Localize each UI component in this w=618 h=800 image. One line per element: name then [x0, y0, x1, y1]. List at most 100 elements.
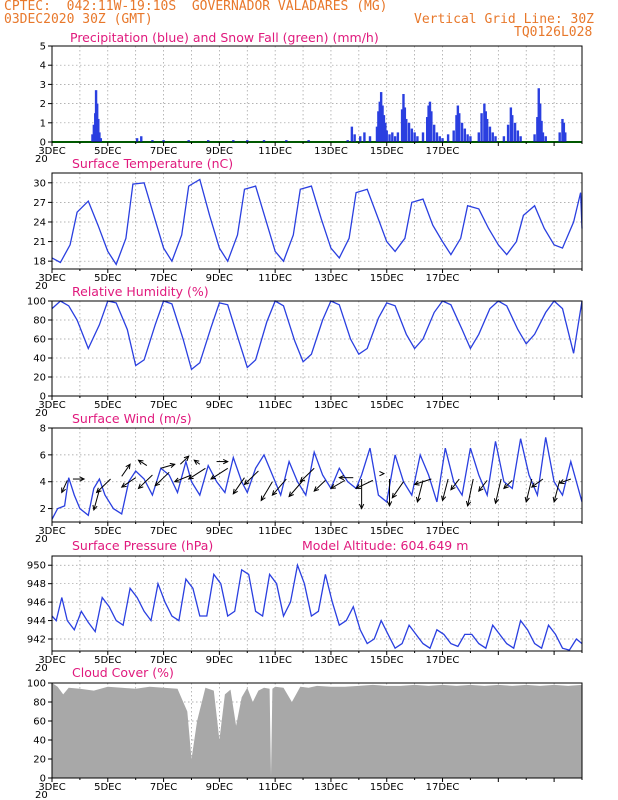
- rh-xtick-label: 15DEC: [370, 400, 404, 411]
- precip-bar: [506, 124, 510, 142]
- precip-bar: [494, 136, 497, 142]
- precip-bar: [491, 132, 494, 142]
- wind-arrow: [160, 463, 175, 469]
- precip-bar: [391, 132, 394, 142]
- wind-xtick-label: 3DEC: [38, 526, 65, 537]
- header-code: TQ0126L028: [514, 25, 593, 40]
- wind-arrow-head: [79, 476, 86, 482]
- wind-arrow-head: [465, 500, 472, 508]
- wind-arrow-head: [530, 482, 537, 488]
- pres-altitude: Model Altitude: 604.649 m: [302, 538, 469, 553]
- wind-xtick-label: 9DEC: [206, 526, 233, 537]
- wind-arrow-head: [450, 484, 456, 491]
- precip-bar: [400, 109, 404, 142]
- precip-bar: [469, 136, 472, 142]
- precip-xtick-label: 17DEC: [426, 146, 460, 157]
- precip-bar: [509, 107, 513, 142]
- precip-bar: [378, 101, 381, 142]
- wind-arrow-head: [558, 479, 565, 485]
- pres-ytick-label: 946: [27, 598, 46, 609]
- precip-bar: [99, 138, 103, 142]
- wind-arrow-head: [524, 496, 530, 503]
- cloud-xtick-label: 5DEC: [94, 782, 121, 793]
- wind-ytick-label: 6: [40, 450, 46, 461]
- pres-xtick-label: 3DEC: [38, 655, 65, 666]
- temp-xtick-label: 3DEC: [38, 273, 65, 284]
- wind-arrow: [260, 481, 273, 501]
- cloud-ytick-label: 20: [33, 755, 46, 766]
- precip-bar: [513, 122, 517, 142]
- wind-arrow: [138, 459, 148, 467]
- wind-arrow-head: [120, 482, 127, 488]
- precip-bar: [488, 126, 492, 142]
- precip-bar: [466, 134, 469, 142]
- pres-xtick-label: 9DEC: [206, 655, 233, 666]
- precip-bar: [187, 140, 190, 142]
- wind-arrow-head: [61, 487, 66, 494]
- pres-ytick-label: 948: [27, 579, 46, 590]
- precip-bar: [262, 140, 266, 142]
- wind-arrow: [138, 474, 153, 489]
- cloud-xtick-label: 17DEC: [426, 782, 460, 793]
- cloud-ytick-label: 80: [33, 698, 46, 709]
- wind-arrow-head: [338, 475, 345, 481]
- precip-bar: [558, 132, 561, 142]
- precip-bar: [536, 117, 539, 142]
- wind-arrow-head: [313, 486, 320, 492]
- precip-bar: [441, 138, 444, 142]
- wind-xtick-label: 11DEC: [258, 526, 292, 537]
- wind-arrow: [478, 480, 488, 492]
- precip-bar: [421, 132, 425, 142]
- cloud-year-fragment: 20: [35, 790, 48, 800]
- wind-arrow-head: [243, 479, 250, 486]
- precip-bar: [363, 132, 366, 142]
- temp-xtick-label: 11DEC: [258, 273, 292, 284]
- rh-xtick-label: 9DEC: [206, 400, 233, 411]
- header-line1: CPTEC: 042:11W-19:10S GOVERNADOR VALADAR…: [4, 0, 388, 14]
- temp-xtick-label: 15DEC: [370, 273, 404, 284]
- temp-xtick-label: 17DEC: [426, 273, 460, 284]
- precip-bar: [540, 120, 543, 142]
- precip-bar: [425, 117, 429, 142]
- precip-bar: [285, 140, 288, 142]
- precip-ytick-label: 5: [40, 42, 46, 53]
- pres-xtick-label: 13DEC: [314, 655, 348, 666]
- rh-frame: [51, 300, 583, 397]
- precip-bar: [427, 105, 430, 142]
- precip-bar: [460, 122, 464, 142]
- precip-bar: [381, 105, 384, 142]
- wind-arrow-head: [125, 463, 131, 470]
- wind-arrow: [450, 478, 460, 491]
- precip-bar: [375, 126, 379, 142]
- precip-bar: [438, 136, 441, 142]
- precip-bar: [207, 140, 210, 142]
- precip-bar: [368, 136, 372, 142]
- cloud-xtick-label: 15DEC: [370, 782, 404, 793]
- wind-arrow: [414, 478, 432, 485]
- temp-ytick-label: 21: [33, 237, 46, 248]
- cloud-frame: [51, 682, 583, 779]
- wind-ytick-label: 2: [40, 504, 46, 515]
- rh-xtick-label: 5DEC: [94, 400, 121, 411]
- wind-arrow-head: [329, 484, 336, 490]
- wind-arrow: [330, 479, 346, 489]
- wind-arrow-head: [169, 462, 176, 468]
- precip-ytick-label: 4: [40, 61, 46, 72]
- wind-arrow: [442, 478, 449, 501]
- cloud-title: Cloud Cover (%): [72, 665, 174, 680]
- precip-bar: [544, 136, 547, 142]
- temp-xtick-label: 5DEC: [94, 273, 121, 284]
- precip-bar: [483, 103, 486, 142]
- pres-series-line: [51, 562, 583, 651]
- precip-bar: [516, 130, 520, 142]
- wind-xtick-label: 5DEC: [94, 526, 121, 537]
- wind-xtick-label: 15DEC: [370, 526, 404, 537]
- precip-bar: [446, 134, 450, 142]
- wind-arrow-head: [503, 483, 509, 490]
- header-grid-note: Vertical Grid Line: 30Z: [414, 12, 595, 27]
- wind-arrow: [232, 477, 245, 495]
- precip-bar: [455, 115, 458, 142]
- wind-arrow: [288, 480, 304, 497]
- wind-arrow-head: [386, 501, 393, 508]
